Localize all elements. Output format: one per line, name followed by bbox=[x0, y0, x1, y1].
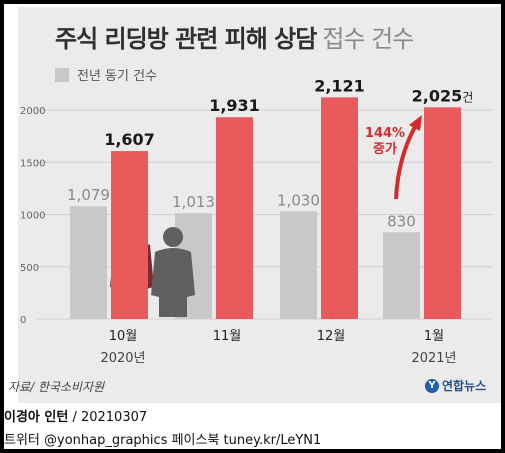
title-sub: 접수 건수 bbox=[322, 25, 414, 53]
bar-current bbox=[111, 151, 148, 319]
x-tick-label: 12월 bbox=[317, 329, 346, 344]
unit-suffix: 건 bbox=[462, 90, 473, 104]
credit-line: 이경아 인턴 / 20210307 bbox=[4, 406, 147, 425]
growth-arrow bbox=[394, 124, 418, 200]
growth-percent: 144% bbox=[365, 126, 405, 141]
bar-prev-year bbox=[383, 232, 420, 319]
bar-current bbox=[424, 107, 461, 319]
data-label-current: 1,607 bbox=[104, 130, 155, 149]
legend: 전년 동기 건수 bbox=[55, 65, 157, 84]
legend-label-prev-year: 전년 동기 건수 bbox=[77, 69, 158, 84]
credit-name: 이경아 인턴 bbox=[4, 410, 69, 425]
bars-current: 1,607 1,931 2,121 2,025건 bbox=[104, 76, 473, 319]
year-label: 2021년 bbox=[411, 351, 456, 366]
data-label-current: 1,931 bbox=[209, 96, 260, 115]
data-label-prev-year: 1,030 bbox=[277, 191, 320, 209]
x-tick-label: 1월 bbox=[424, 329, 444, 344]
graphic-frame: 주식 리딩방 관련 피해 상담 접수 건수 전년 동기 건수 0 500 1000 15… bbox=[4, 4, 501, 449]
chart-panel: 주식 리딩방 관련 피해 상담 접수 건수 전년 동기 건수 0 500 1000 15… bbox=[18, 7, 501, 403]
bars-prev-year: 1,079 1,013 1,030 830 bbox=[67, 186, 420, 319]
data-label-current: 2,025건 bbox=[412, 86, 474, 105]
y-tick-label: 1500 bbox=[20, 158, 45, 169]
y-tick-label: 500 bbox=[20, 263, 39, 274]
title-main: 주식 리딩방 관련 피해 상담 bbox=[55, 25, 317, 53]
bar-chart: 0 500 1000 1500 2000 1,079 1,013 1,030 830 1,60… bbox=[20, 76, 493, 366]
person-silhouette-gray bbox=[151, 227, 195, 317]
year-label: 2020년 bbox=[100, 351, 145, 366]
x-tick-label: 10월 bbox=[109, 329, 138, 344]
growth-arrow-head bbox=[409, 115, 422, 131]
yonhap-logo: Y 연합뉴스 bbox=[425, 377, 486, 394]
growth-label: 증가 bbox=[373, 142, 397, 157]
logo-text: 연합뉴스 bbox=[442, 379, 487, 393]
bar-prev-year bbox=[280, 211, 317, 319]
data-label-current: 2,121 bbox=[314, 76, 365, 95]
chart-title: 주식 리딩방 관련 피해 상담 접수 건수 bbox=[55, 19, 414, 54]
data-label-prev-year: 1,013 bbox=[172, 193, 215, 211]
bar-current bbox=[216, 117, 253, 319]
axis-labels: 10월 11월 12월 1월 2020년 2021년 bbox=[100, 329, 456, 366]
data-label-prev-year: 830 bbox=[387, 212, 416, 230]
y-tick-label: 1000 bbox=[20, 211, 45, 222]
legend-swatch-prev-year bbox=[55, 67, 69, 82]
x-tick-label: 11월 bbox=[213, 329, 242, 344]
logo-mark: Y bbox=[425, 378, 439, 393]
bar-current bbox=[321, 97, 358, 319]
social-line: 트위터 @yonhap_graphics 페이스북 tuney.kr/LeYN1 bbox=[4, 433, 322, 448]
y-tick-label: 2000 bbox=[20, 106, 45, 117]
growth-annotation: 144% 증가 bbox=[365, 115, 422, 200]
data-label-prev-year: 1,079 bbox=[67, 186, 110, 204]
credit-date: / 20210307 bbox=[68, 410, 148, 425]
source-note: 자료/ 한국소비자원 bbox=[8, 380, 105, 394]
y-tick-label: 0 bbox=[20, 315, 26, 326]
bar-prev-year bbox=[70, 206, 107, 319]
